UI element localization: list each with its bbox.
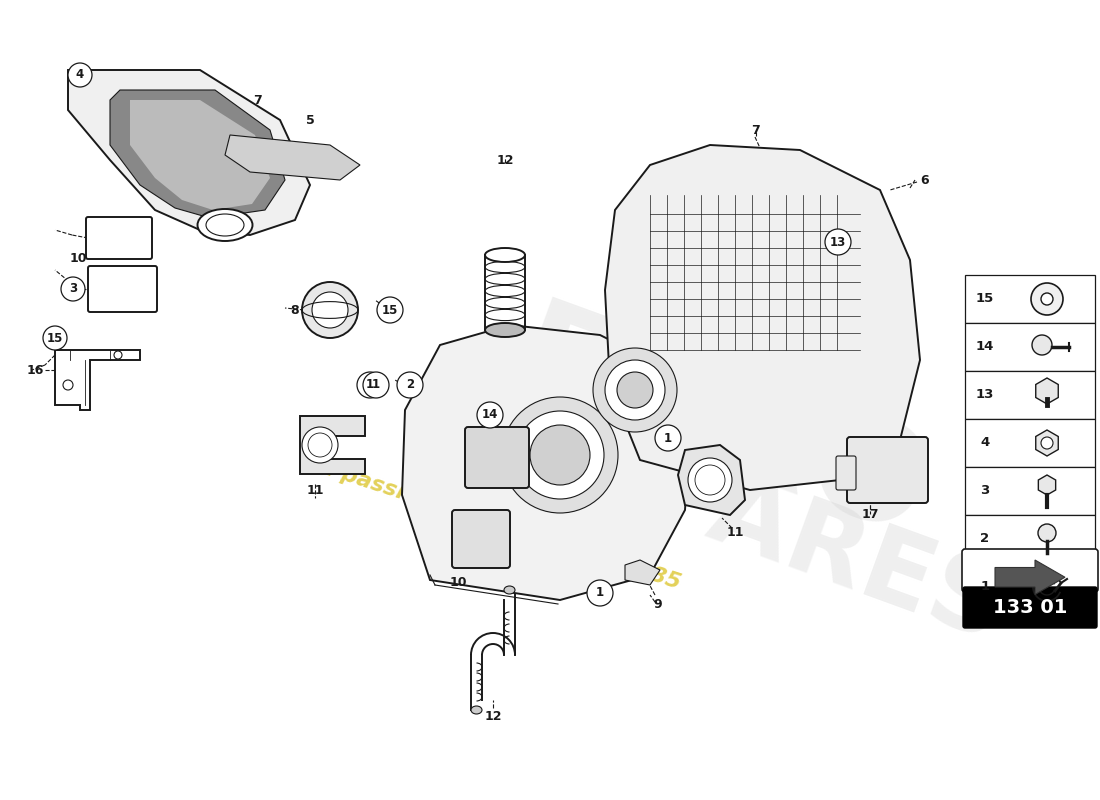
Circle shape bbox=[63, 380, 73, 390]
Polygon shape bbox=[130, 100, 270, 210]
Text: 10: 10 bbox=[69, 251, 87, 265]
Circle shape bbox=[617, 372, 653, 408]
Text: 9: 9 bbox=[653, 598, 662, 610]
Circle shape bbox=[516, 411, 604, 499]
Text: 11: 11 bbox=[306, 483, 323, 497]
Bar bbox=[965, 515, 1094, 563]
Bar bbox=[965, 419, 1094, 467]
Text: 3: 3 bbox=[980, 485, 990, 498]
Bar bbox=[965, 275, 1094, 323]
Polygon shape bbox=[1036, 378, 1058, 404]
Ellipse shape bbox=[504, 586, 515, 594]
Polygon shape bbox=[996, 560, 1065, 594]
Text: 14: 14 bbox=[482, 409, 498, 422]
Polygon shape bbox=[110, 90, 285, 218]
FancyBboxPatch shape bbox=[452, 510, 510, 568]
Text: 1: 1 bbox=[596, 586, 604, 599]
Circle shape bbox=[377, 297, 403, 323]
Text: 1: 1 bbox=[372, 378, 381, 391]
Text: 4: 4 bbox=[76, 69, 84, 82]
Circle shape bbox=[502, 397, 618, 513]
Ellipse shape bbox=[485, 323, 525, 337]
Circle shape bbox=[654, 425, 681, 451]
Circle shape bbox=[43, 326, 67, 350]
Polygon shape bbox=[300, 416, 365, 474]
Circle shape bbox=[1038, 524, 1056, 542]
Polygon shape bbox=[1038, 475, 1056, 495]
Bar bbox=[965, 371, 1094, 419]
FancyBboxPatch shape bbox=[847, 437, 928, 503]
Text: EURO: EURO bbox=[494, 293, 946, 567]
Circle shape bbox=[477, 402, 503, 428]
Circle shape bbox=[593, 348, 676, 432]
Text: 4: 4 bbox=[980, 437, 990, 450]
Polygon shape bbox=[226, 135, 360, 180]
Polygon shape bbox=[55, 350, 140, 410]
FancyBboxPatch shape bbox=[836, 456, 856, 490]
FancyBboxPatch shape bbox=[465, 427, 529, 488]
Text: 2: 2 bbox=[406, 378, 414, 391]
Ellipse shape bbox=[485, 248, 525, 262]
Text: 3: 3 bbox=[69, 282, 77, 295]
Polygon shape bbox=[68, 70, 310, 235]
Text: 7: 7 bbox=[750, 123, 759, 137]
Circle shape bbox=[397, 372, 424, 398]
Ellipse shape bbox=[471, 706, 482, 714]
Polygon shape bbox=[605, 145, 920, 490]
Text: 1: 1 bbox=[980, 581, 990, 594]
Text: 14: 14 bbox=[976, 341, 994, 354]
Text: 5: 5 bbox=[306, 114, 315, 126]
Text: 1: 1 bbox=[664, 431, 672, 445]
Polygon shape bbox=[1036, 430, 1058, 456]
Circle shape bbox=[114, 351, 122, 359]
Circle shape bbox=[302, 427, 338, 463]
Text: 16: 16 bbox=[26, 363, 44, 377]
Circle shape bbox=[1032, 335, 1052, 355]
Text: 133 01: 133 01 bbox=[993, 598, 1067, 617]
Circle shape bbox=[825, 229, 851, 255]
Text: 7: 7 bbox=[254, 94, 263, 106]
Circle shape bbox=[1031, 283, 1063, 315]
Text: 8: 8 bbox=[290, 303, 299, 317]
Text: 12: 12 bbox=[484, 710, 502, 723]
FancyBboxPatch shape bbox=[962, 549, 1098, 592]
Circle shape bbox=[1041, 293, 1053, 305]
Circle shape bbox=[302, 282, 358, 338]
Text: 1: 1 bbox=[366, 378, 374, 391]
Text: 15: 15 bbox=[382, 303, 398, 317]
Polygon shape bbox=[678, 445, 745, 515]
FancyBboxPatch shape bbox=[86, 217, 152, 259]
FancyBboxPatch shape bbox=[88, 266, 157, 312]
Circle shape bbox=[605, 360, 665, 420]
Text: 15: 15 bbox=[47, 331, 63, 345]
Circle shape bbox=[363, 372, 389, 398]
Text: 13: 13 bbox=[829, 235, 846, 249]
Circle shape bbox=[358, 372, 383, 398]
Polygon shape bbox=[402, 325, 690, 600]
Text: 11: 11 bbox=[726, 526, 744, 538]
Circle shape bbox=[1041, 437, 1053, 449]
Text: 10: 10 bbox=[449, 575, 466, 589]
Circle shape bbox=[587, 580, 613, 606]
Text: 17: 17 bbox=[861, 509, 879, 522]
Circle shape bbox=[312, 292, 348, 328]
Circle shape bbox=[530, 425, 590, 485]
Bar bbox=[965, 563, 1094, 611]
Circle shape bbox=[68, 63, 92, 87]
Circle shape bbox=[60, 277, 85, 301]
Text: 2: 2 bbox=[980, 533, 990, 546]
Text: SPARES: SPARES bbox=[562, 416, 1019, 664]
Bar bbox=[965, 323, 1094, 371]
Text: 13: 13 bbox=[976, 389, 994, 402]
Ellipse shape bbox=[198, 209, 253, 241]
Text: 6: 6 bbox=[921, 174, 929, 186]
Polygon shape bbox=[625, 560, 660, 585]
Text: a passion for parts since 1985: a passion for parts since 1985 bbox=[317, 457, 683, 593]
FancyBboxPatch shape bbox=[962, 587, 1097, 628]
Text: 12: 12 bbox=[496, 154, 514, 166]
Bar bbox=[965, 467, 1094, 515]
Text: 15: 15 bbox=[976, 293, 994, 306]
Circle shape bbox=[688, 458, 732, 502]
